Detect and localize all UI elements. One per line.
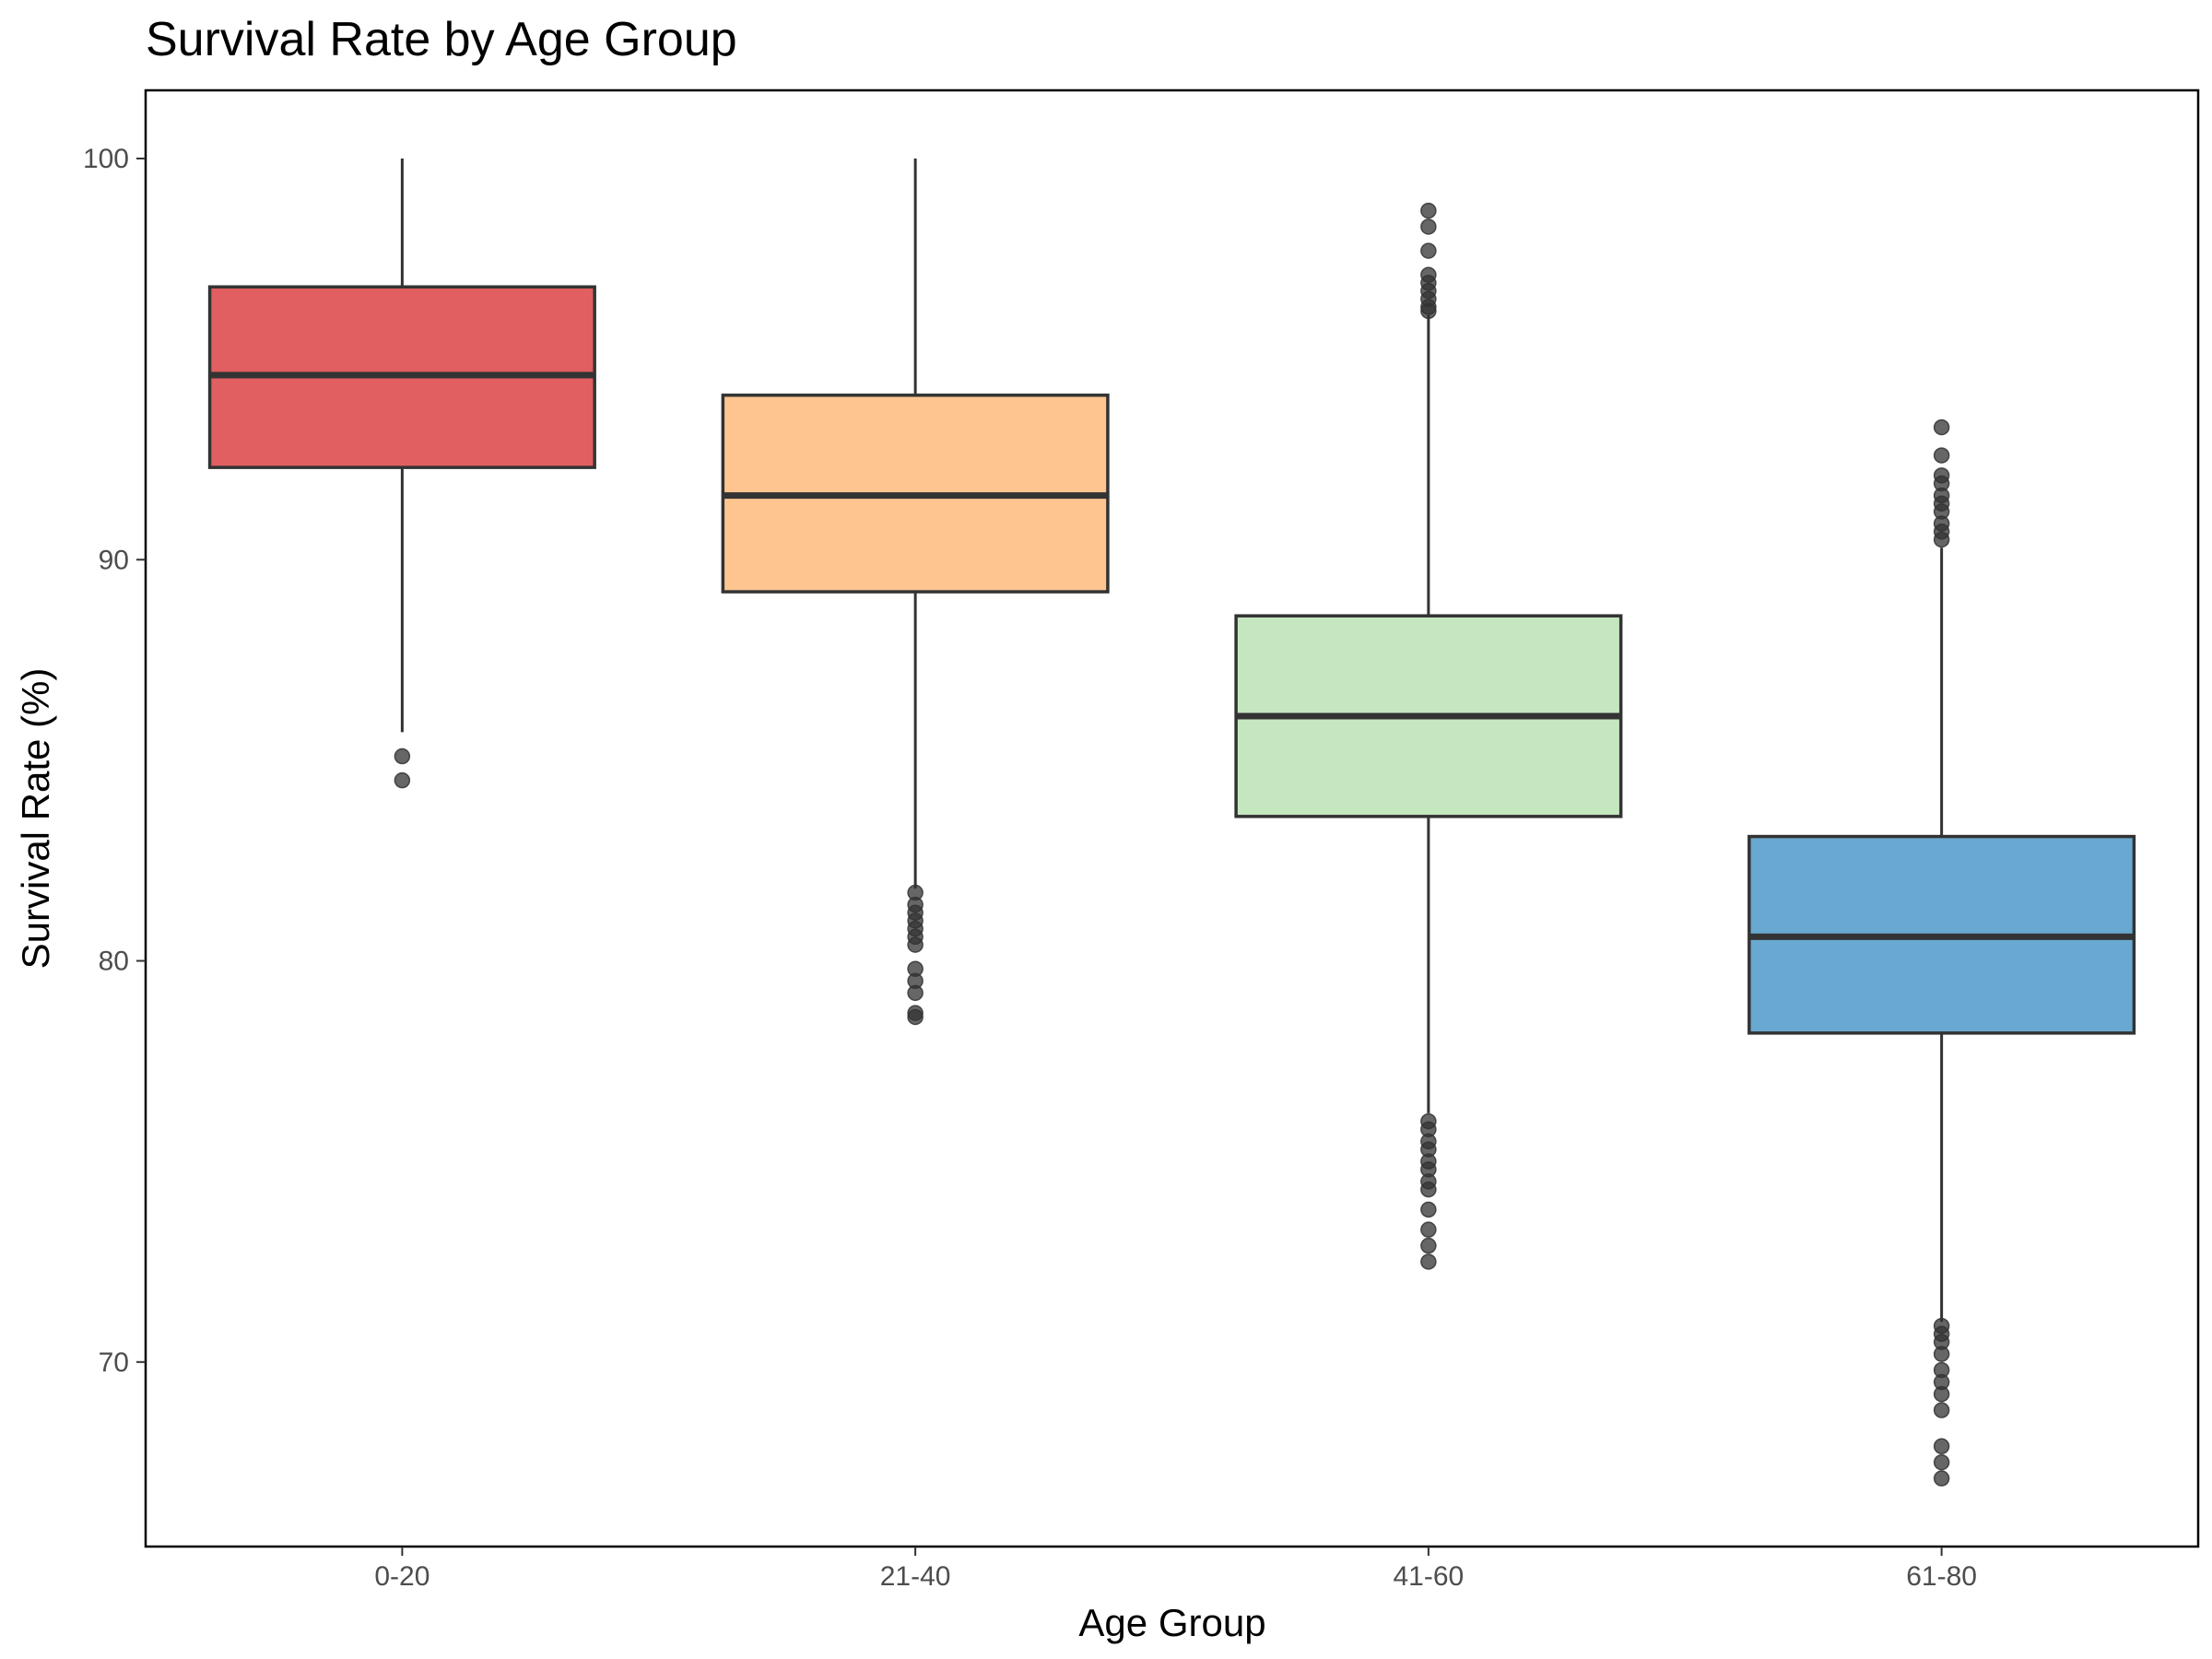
outlier-point-61-80 <box>1933 1385 1950 1403</box>
x-tick-label: 21-40 <box>880 1561 951 1592</box>
outlier-point-0-20 <box>394 747 411 765</box>
outlier-point-41-60 <box>1420 1181 1437 1198</box>
outlier-point-61-80 <box>1933 1453 1950 1471</box>
outlier-point-61-80 <box>1933 447 1950 464</box>
plot-border <box>144 88 2200 1548</box>
outlier-point-41-60 <box>1420 1237 1437 1254</box>
outlier-point-21-40 <box>907 1008 924 1026</box>
outlier-point-41-60 <box>1420 1221 1437 1238</box>
outlier-point-21-40 <box>907 936 924 953</box>
y-tick-label: 80 <box>99 947 129 977</box>
outlier-point-41-60 <box>1420 218 1437 235</box>
plot-area: 70 80 90 100 0-20 21-40 41-60 61-80 <box>83 88 2200 1592</box>
outlier-point-61-80 <box>1933 1402 1950 1418</box>
y-tick-label: 90 <box>99 545 129 575</box>
outlier-point-41-60 <box>1420 302 1437 320</box>
outlier-point-61-80 <box>1933 418 1950 436</box>
outlier-point-21-40 <box>907 984 924 1002</box>
outlier-point-61-80 <box>1933 1438 1950 1454</box>
outlier-point-41-60 <box>1420 202 1437 219</box>
outlier-point-41-60 <box>1420 242 1437 259</box>
outlier-point-41-60 <box>1420 1201 1437 1218</box>
outlier-point-61-80 <box>1933 531 1950 548</box>
outlier-point-61-80 <box>1933 1470 1950 1487</box>
y-tick-label: 100 <box>83 144 129 174</box>
y-tick-label: 70 <box>99 1347 129 1378</box>
y-axis-title: Survival Rate (%) <box>14 668 57 970</box>
outlier-point-41-60 <box>1420 1253 1437 1270</box>
outlier-point-0-20 <box>394 771 411 789</box>
outlier-point-61-80 <box>1933 1346 1950 1362</box>
x-tick-label: 61-80 <box>1906 1561 1977 1592</box>
x-axis-title: Age Group <box>1078 1601 1265 1644</box>
chart-title: Survival Rate by Age Group <box>146 13 737 66</box>
x-tick-label: 0-20 <box>374 1561 429 1592</box>
x-tick-label: 41-60 <box>1394 1561 1465 1592</box>
